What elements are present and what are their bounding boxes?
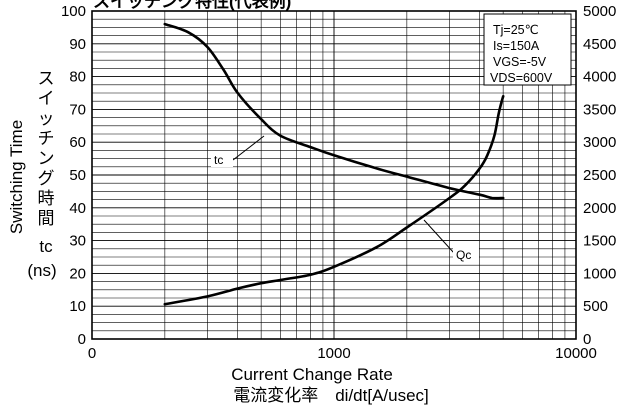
y-right-tick-label: 3500 [583,101,616,118]
y-right-tick-label: 0 [583,331,591,348]
y-left-tick-label: 90 [69,36,86,53]
qc-series-label: Qc [423,219,479,262]
y-right-tick-label: 1500 [583,233,616,250]
y-axis-title-japanese-char: グ [38,169,55,188]
y-right-tick-label: 500 [583,298,608,315]
y-left-tick-label: 50 [69,167,86,184]
left-axis-ticks: 0 10 20 30 40 50 60 70 80 90 100 [61,3,86,348]
y-axis-title-japanese-char: ッ [38,109,55,128]
y-left-tick-label: 0 [78,331,86,348]
y-axis-title-japanese-char: チ [38,129,55,148]
y-left-tick-label: 30 [69,233,86,250]
tc-series-label: tc [211,135,265,167]
y-right-tick-label: 5000 [583,3,616,20]
tc-series-line [163,22,505,200]
plot-area [91,10,577,340]
y-right-tick-label: 2000 [583,200,616,217]
y-axis-title-english: Switching Time [7,120,26,234]
condition-is: Is=150A [493,39,540,53]
y-right-tick-label: 2500 [583,167,616,184]
y-left-tick-label: 60 [69,134,86,151]
y-right-tick-label: 3000 [583,134,616,151]
y-left-tick-label: 20 [69,265,86,282]
x-axis-title-japanese: 電流変化率 di/dt[A/usec] [233,386,429,405]
y-left-tick-label: 80 [69,69,86,86]
condition-vgs: VGS=-5V [493,55,547,69]
x-axis-ticks: 0 1000 10000 [88,345,597,362]
y-axis-title-japanese-char: 時 [38,189,55,208]
x-tick-label: 1000 [317,345,350,362]
x-axis-title-english: Current Change Rate [231,365,393,384]
chart-title: スイッチング特性(代表例) [93,0,291,11]
y-right-tick-label: 4000 [583,69,616,86]
tc-label-text: tc [214,153,223,167]
y-right-tick-label: 4500 [583,36,616,53]
qc-series-line [163,95,505,306]
x-tick-label: 0 [88,345,96,362]
y-right-tick-label: 1000 [583,265,616,282]
y-left-tick-label: 40 [69,200,86,217]
condition-tj: Tj=25℃ [493,23,539,37]
qc-label-text: Qc [456,248,471,262]
y-left-tick-label: 10 [69,298,86,315]
condition-vds: VDS=600V [490,71,553,85]
y-axis-title-japanese-char: イ [38,89,55,108]
y-left-tick-label: 100 [61,3,86,20]
y-axis-title-japanese-char: 間 [38,209,55,228]
y-left-tick-label: 70 [69,101,86,118]
conditions-box: Tj=25℃ Is=150A VGS=-5V VDS=600V [483,13,572,86]
right-axis-ticks: 0 500 1000 1500 2000 2500 3000 3500 4000 4500 5000 [583,3,616,348]
y-axis-title-symbol: tc [39,237,53,256]
y-axis-title-japanese-char: ン [38,149,55,168]
y-axis-title-unit: (ns) [27,261,56,280]
x-tick-label: 10000 [555,345,597,362]
y-axis-title-japanese-char: ス [38,69,55,88]
